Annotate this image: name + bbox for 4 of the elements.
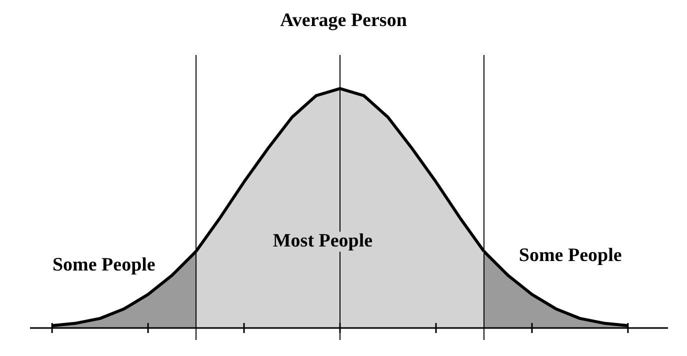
annotation: Some People [518, 245, 622, 266]
annotation: Some People [52, 254, 156, 276]
chart-title: Average Person [279, 10, 408, 32]
annotation: Most People [272, 230, 373, 252]
